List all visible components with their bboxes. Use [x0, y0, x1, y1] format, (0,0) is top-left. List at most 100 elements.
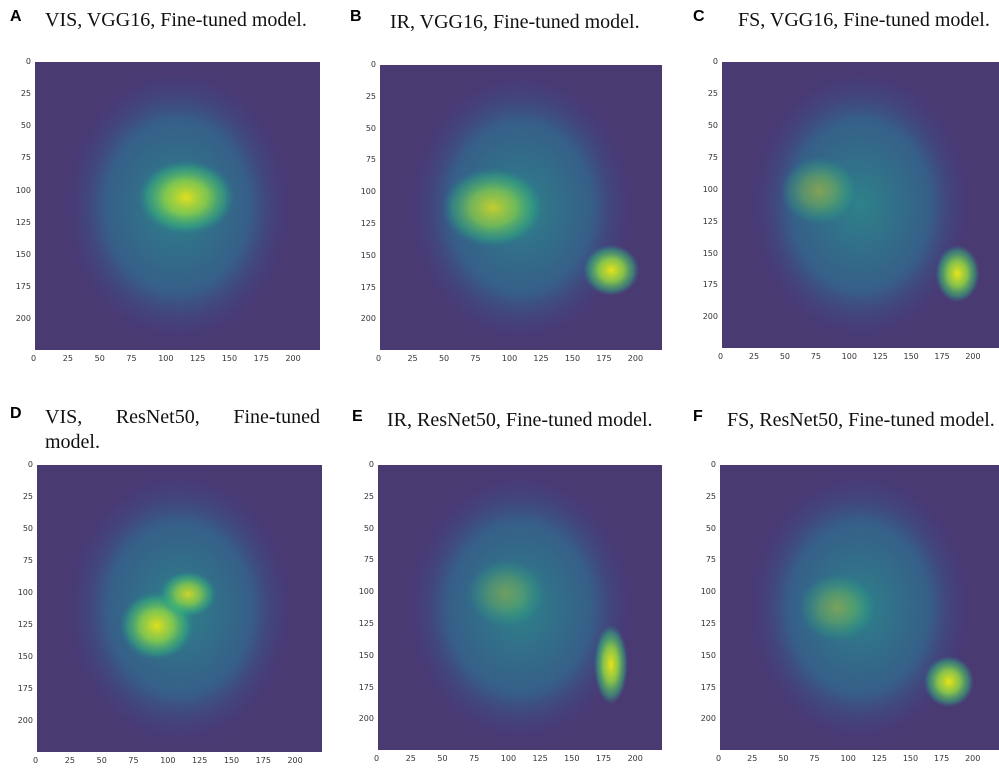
x-tick-label: 200 — [628, 354, 643, 363]
y-tick-label: 100 — [703, 185, 718, 194]
y-tick-label: 25 — [364, 492, 374, 501]
panel-caption: VIS, ResNet50, Fine-tuned model. — [45, 405, 320, 455]
x-tick-label: 100 — [842, 352, 857, 361]
x-tick-label: 125 — [872, 754, 887, 763]
y-tick-label: 150 — [18, 652, 33, 661]
x-tick-label: 50 — [778, 754, 788, 763]
x-tick-label: 25 — [406, 754, 416, 763]
panel-caption: VIS, VGG16, Fine-tuned model. — [45, 8, 313, 33]
hotspot — [924, 656, 974, 707]
x-tick-label: 50 — [97, 756, 107, 765]
y-tick-label: 175 — [16, 282, 31, 291]
x-tick-label: 0 — [31, 354, 36, 363]
y-tick-label: 150 — [703, 249, 718, 258]
y-tick-label: 0 — [713, 57, 718, 66]
y-tick-label: 50 — [23, 524, 33, 533]
x-tick-label: 175 — [596, 754, 611, 763]
panel-letter: D — [10, 405, 22, 423]
y-tick-label: 0 — [369, 460, 374, 469]
x-tick-label: 75 — [126, 354, 136, 363]
y-tick-label: 100 — [361, 187, 376, 196]
y-tick-label: 100 — [359, 587, 374, 596]
x-tick-label: 100 — [158, 354, 173, 363]
x-tick-label: 0 — [374, 754, 379, 763]
x-tick-label: 200 — [287, 756, 302, 765]
y-tick-label: 25 — [706, 492, 716, 501]
y-tick-label: 200 — [703, 312, 718, 321]
hotspot — [594, 625, 628, 705]
panel-letter: E — [352, 408, 363, 426]
x-tick-label: 200 — [285, 354, 300, 363]
x-tick-label: 150 — [903, 352, 918, 361]
panel-caption: FS, VGG16, Fine-tuned model. — [738, 8, 999, 33]
y-tick-label: 75 — [366, 155, 376, 164]
x-tick-label: 50 — [437, 754, 447, 763]
x-tick-label: 175 — [256, 756, 271, 765]
panel-letter: A — [10, 8, 22, 26]
x-tick-label: 200 — [965, 754, 980, 763]
heatmap-image — [380, 65, 662, 350]
heatmap-image — [722, 62, 999, 348]
y-tick-label: 50 — [366, 124, 376, 133]
x-tick-label: 125 — [190, 354, 205, 363]
x-tick-label: 75 — [809, 754, 819, 763]
x-tick-label: 175 — [934, 754, 949, 763]
y-tick-label: 0 — [711, 460, 716, 469]
y-tick-label: 100 — [18, 588, 33, 597]
panel-caption: IR, VGG16, Fine-tuned model. — [390, 10, 655, 35]
heatmap-image — [720, 465, 999, 750]
x-tick-label: 125 — [532, 754, 547, 763]
x-tick-label: 175 — [254, 354, 269, 363]
y-tick-label: 150 — [359, 651, 374, 660]
y-tick-label: 175 — [361, 283, 376, 292]
panel-caption: FS, ResNet50, Fine-tuned model. — [727, 408, 999, 433]
x-tick-label: 50 — [780, 352, 790, 361]
face-glow — [744, 62, 977, 348]
y-tick-label: 125 — [703, 217, 718, 226]
y-tick-label: 100 — [16, 186, 31, 195]
y-tick-label: 75 — [708, 153, 718, 162]
x-tick-label: 100 — [841, 754, 856, 763]
y-tick-label: 125 — [361, 219, 376, 228]
y-tick-label: 75 — [21, 153, 31, 162]
y-tick-label: 25 — [708, 89, 718, 98]
y-tick-label: 50 — [21, 121, 31, 130]
x-tick-label: 75 — [470, 354, 480, 363]
y-tick-label: 200 — [359, 714, 374, 723]
y-tick-label: 50 — [706, 524, 716, 533]
heatmap-image — [35, 62, 320, 350]
y-tick-label: 150 — [361, 251, 376, 260]
hotspot — [935, 245, 979, 302]
y-tick-label: 175 — [703, 280, 718, 289]
hotspot — [442, 168, 544, 248]
x-tick-label: 25 — [747, 754, 757, 763]
x-tick-label: 125 — [533, 354, 548, 363]
hotspot — [160, 571, 217, 617]
panel-letter: F — [693, 408, 703, 426]
y-tick-label: 125 — [701, 619, 716, 628]
hotspot — [138, 160, 235, 235]
x-tick-label: 50 — [95, 354, 105, 363]
x-tick-label: 75 — [811, 352, 821, 361]
y-tick-label: 75 — [706, 555, 716, 564]
y-tick-label: 125 — [359, 619, 374, 628]
hotspot — [466, 559, 546, 627]
y-tick-label: 25 — [23, 492, 33, 501]
x-tick-label: 25 — [65, 756, 75, 765]
y-tick-label: 200 — [701, 714, 716, 723]
x-tick-label: 0 — [376, 354, 381, 363]
y-tick-label: 0 — [371, 60, 376, 69]
y-tick-label: 0 — [26, 57, 31, 66]
y-tick-label: 25 — [366, 92, 376, 101]
x-tick-label: 175 — [934, 352, 949, 361]
hotspot — [780, 156, 858, 225]
hotspot — [583, 245, 639, 296]
figure: A VIS, VGG16, Fine-tuned model. 0 25 50 75 100… — [0, 0, 999, 771]
x-tick-label: 125 — [873, 352, 888, 361]
y-tick-label: 175 — [18, 684, 33, 693]
x-tick-label: 75 — [128, 756, 138, 765]
x-tick-label: 25 — [407, 354, 417, 363]
hotspot — [798, 573, 876, 641]
x-tick-label: 25 — [749, 352, 759, 361]
x-tick-label: 150 — [903, 754, 918, 763]
